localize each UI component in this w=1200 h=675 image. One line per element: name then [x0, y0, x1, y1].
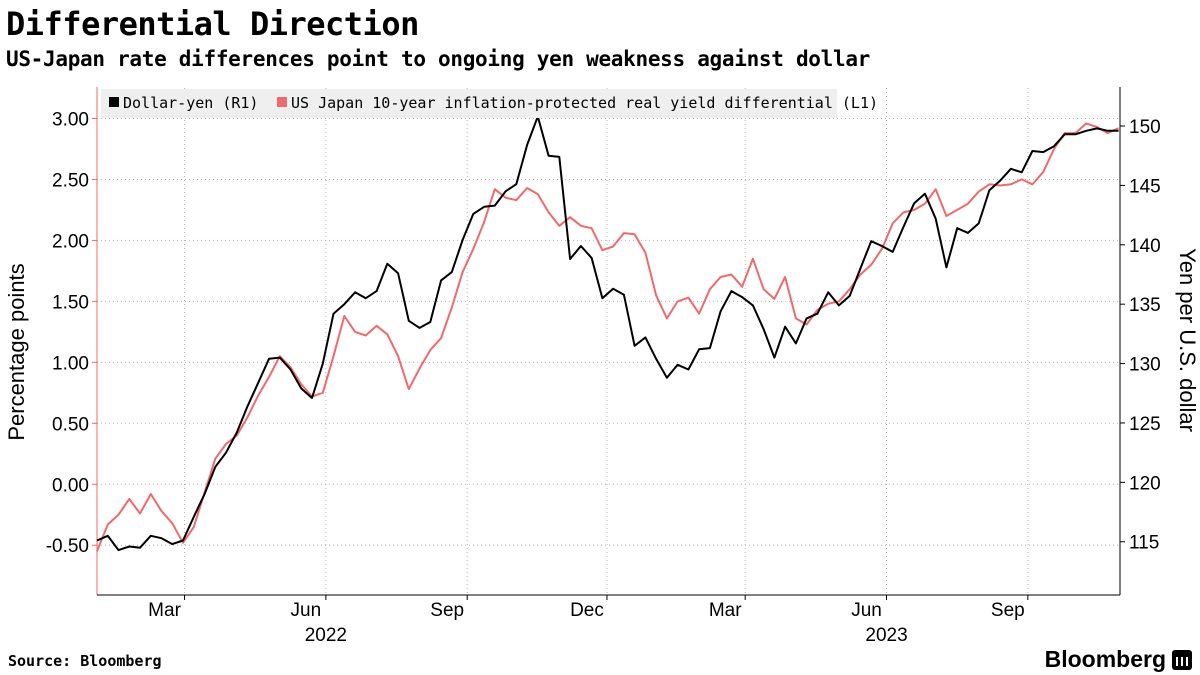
legend-label-differential: US Japan 10-year inflation-protected rea…: [291, 94, 878, 112]
bloomberg-logo: Bloomberg: [1045, 646, 1192, 673]
right-tick-label: 135: [1129, 295, 1161, 316]
right-tick-label: 115: [1129, 533, 1159, 554]
right-tick-label: 125: [1129, 414, 1161, 435]
left-tick-label: 1.50: [52, 292, 89, 313]
left-axis-label: Percentage points: [4, 263, 29, 440]
chart-subtitle: US-Japan rate differences point to ongoi…: [6, 47, 871, 71]
left-axis-ticks: 3.00 2.50 2.00 1.50 1.00 0.50 0.00 -0.50: [46, 109, 97, 557]
bloomberg-terminal-icon: [1172, 649, 1192, 670]
x-tick-label: Jun: [851, 600, 882, 621]
left-tick-label: 3.00: [52, 109, 89, 130]
grid-lines: [97, 88, 1120, 594]
x-year-label: 2022: [305, 625, 347, 646]
x-tick-label: Jun: [291, 600, 322, 621]
right-tick-label: 130: [1129, 355, 1161, 376]
left-tick-label: 2.50: [52, 170, 89, 191]
series: [96, 115, 1119, 552]
left-tick-label: 0.50: [52, 414, 89, 435]
x-axis-ticks: Mar Jun Sep Dec Mar Jun Sep 2022 2023: [148, 595, 1029, 646]
legend: Dollar-yen (R1) US Japan 10-year inflati…: [101, 89, 878, 118]
legend-background: [101, 89, 837, 118]
x-tick-label: Dec: [570, 600, 604, 621]
x-tick-label: Mar: [148, 600, 181, 621]
right-tick-label: 150: [1129, 117, 1161, 138]
series-line-dollar-yen: [96, 115, 1119, 552]
brand-wordmark: Bloomberg: [1044, 646, 1166, 672]
left-tick-label: 0.00: [52, 475, 89, 496]
axes: [96, 87, 1121, 596]
left-tick-label: -0.50: [46, 536, 89, 557]
legend-swatch-usdjpy: [109, 97, 119, 107]
series-line-real-yield-differential: [96, 122, 1119, 552]
x-tick-label: Mar: [709, 600, 742, 621]
chart-title: Differential Direction: [6, 5, 419, 43]
source-note: Source: Bloomberg: [8, 652, 162, 670]
right-tick-label: 140: [1129, 236, 1161, 257]
left-tick-label: 1.00: [52, 353, 89, 374]
x-tick-label: Sep: [430, 600, 464, 621]
right-axis-ticks: 150 145 140 135 130 125 120 115: [1120, 117, 1161, 554]
left-tick-label: 2.00: [52, 231, 89, 252]
right-axis-label: Yen per U.S. dollar: [1175, 248, 1200, 432]
x-year-label: 2023: [865, 625, 907, 646]
right-tick-label: 145: [1129, 176, 1161, 197]
x-tick-label: Sep: [991, 600, 1025, 621]
right-tick-label: 120: [1129, 473, 1161, 494]
legend-swatch-differential: [277, 97, 287, 107]
legend-label-usdjpy: Dollar-yen (R1): [123, 94, 258, 112]
